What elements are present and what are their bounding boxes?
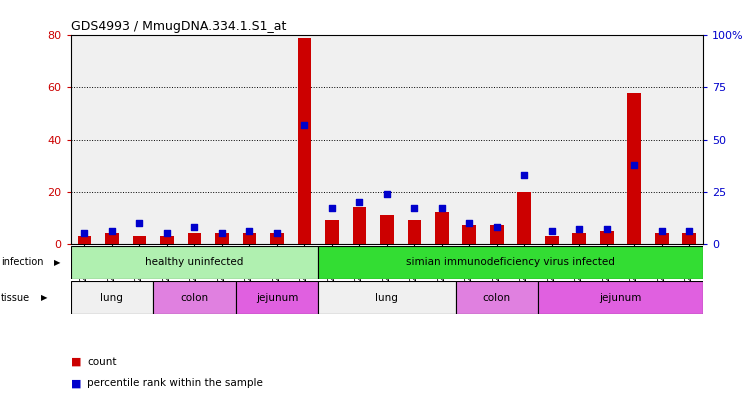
Bar [318, 246, 703, 279]
Text: ■: ■ [71, 356, 81, 367]
Text: tissue: tissue [1, 293, 30, 303]
Point [491, 224, 503, 230]
Bar [572, 233, 586, 244]
Bar [655, 233, 669, 244]
Point [188, 224, 200, 230]
Bar [545, 236, 559, 244]
Text: percentile rank within the sample: percentile rank within the sample [87, 378, 263, 388]
Text: lung: lung [100, 293, 124, 303]
Bar [408, 220, 421, 244]
Point [601, 226, 613, 232]
Bar [153, 281, 236, 314]
Point [464, 220, 475, 226]
Text: count: count [87, 356, 117, 367]
Bar [325, 220, 339, 244]
Point [684, 228, 696, 234]
Text: ▶: ▶ [41, 293, 48, 302]
Point [161, 230, 173, 236]
Bar [600, 231, 614, 244]
Bar [71, 281, 153, 314]
Text: ■: ■ [71, 378, 81, 388]
Point [133, 220, 145, 226]
Point [381, 191, 393, 197]
Text: jejunum: jejunum [256, 293, 298, 303]
Text: jejunum: jejunum [600, 293, 642, 303]
Bar [318, 281, 455, 314]
Bar [270, 233, 283, 244]
Text: healthy uninfected: healthy uninfected [145, 257, 243, 267]
Text: ▶: ▶ [54, 258, 60, 267]
Text: colon: colon [483, 293, 511, 303]
Text: simian immunodeficiency virus infected: simian immunodeficiency virus infected [406, 257, 615, 267]
Bar [105, 233, 119, 244]
Point [629, 162, 641, 168]
Text: lung: lung [376, 293, 398, 303]
Bar [236, 281, 318, 314]
Bar [627, 93, 641, 244]
Point [216, 230, 228, 236]
Point [326, 205, 338, 211]
Bar [435, 212, 449, 244]
Bar [132, 236, 147, 244]
Point [436, 205, 448, 211]
Text: infection: infection [1, 257, 43, 267]
Bar [455, 281, 538, 314]
Bar [160, 236, 174, 244]
Text: colon: colon [180, 293, 208, 303]
Bar [463, 226, 476, 244]
Point [243, 228, 255, 234]
Point [353, 199, 365, 205]
Point [656, 228, 668, 234]
Point [574, 226, 586, 232]
Bar [380, 215, 394, 244]
Point [408, 205, 420, 211]
Bar [215, 233, 228, 244]
Point [106, 228, 118, 234]
Bar [538, 281, 703, 314]
Bar [298, 38, 311, 244]
Bar [682, 233, 696, 244]
Point [271, 230, 283, 236]
Bar [77, 236, 92, 244]
Point [298, 122, 310, 128]
Bar [490, 226, 504, 244]
Point [546, 228, 558, 234]
Bar [518, 191, 531, 244]
Bar [243, 233, 256, 244]
Point [519, 172, 530, 178]
Point [78, 230, 90, 236]
Bar [353, 207, 366, 244]
Bar [187, 233, 202, 244]
Text: GDS4993 / MmugDNA.334.1.S1_at: GDS4993 / MmugDNA.334.1.S1_at [71, 20, 286, 33]
Bar [71, 246, 318, 279]
